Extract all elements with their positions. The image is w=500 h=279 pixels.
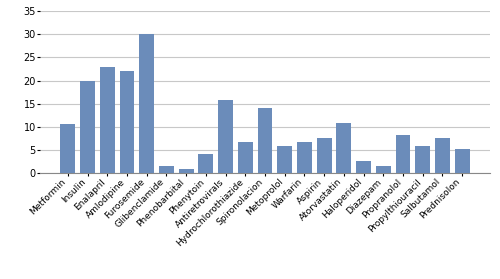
Bar — [60, 124, 75, 173]
Bar — [218, 100, 233, 173]
Bar — [356, 162, 371, 173]
Bar — [435, 138, 450, 173]
Bar — [198, 153, 213, 173]
Bar — [416, 146, 430, 173]
Bar — [258, 108, 272, 173]
Bar — [297, 143, 312, 173]
Bar — [80, 81, 95, 173]
Bar — [159, 165, 174, 173]
Bar — [120, 71, 134, 173]
Bar — [238, 143, 252, 173]
Bar — [278, 146, 292, 173]
Bar — [396, 134, 410, 173]
Bar — [376, 165, 390, 173]
Bar — [100, 67, 114, 173]
Bar — [317, 138, 332, 173]
Bar — [178, 169, 194, 173]
Bar — [336, 123, 351, 173]
Bar — [140, 34, 154, 173]
Bar — [455, 149, 469, 173]
